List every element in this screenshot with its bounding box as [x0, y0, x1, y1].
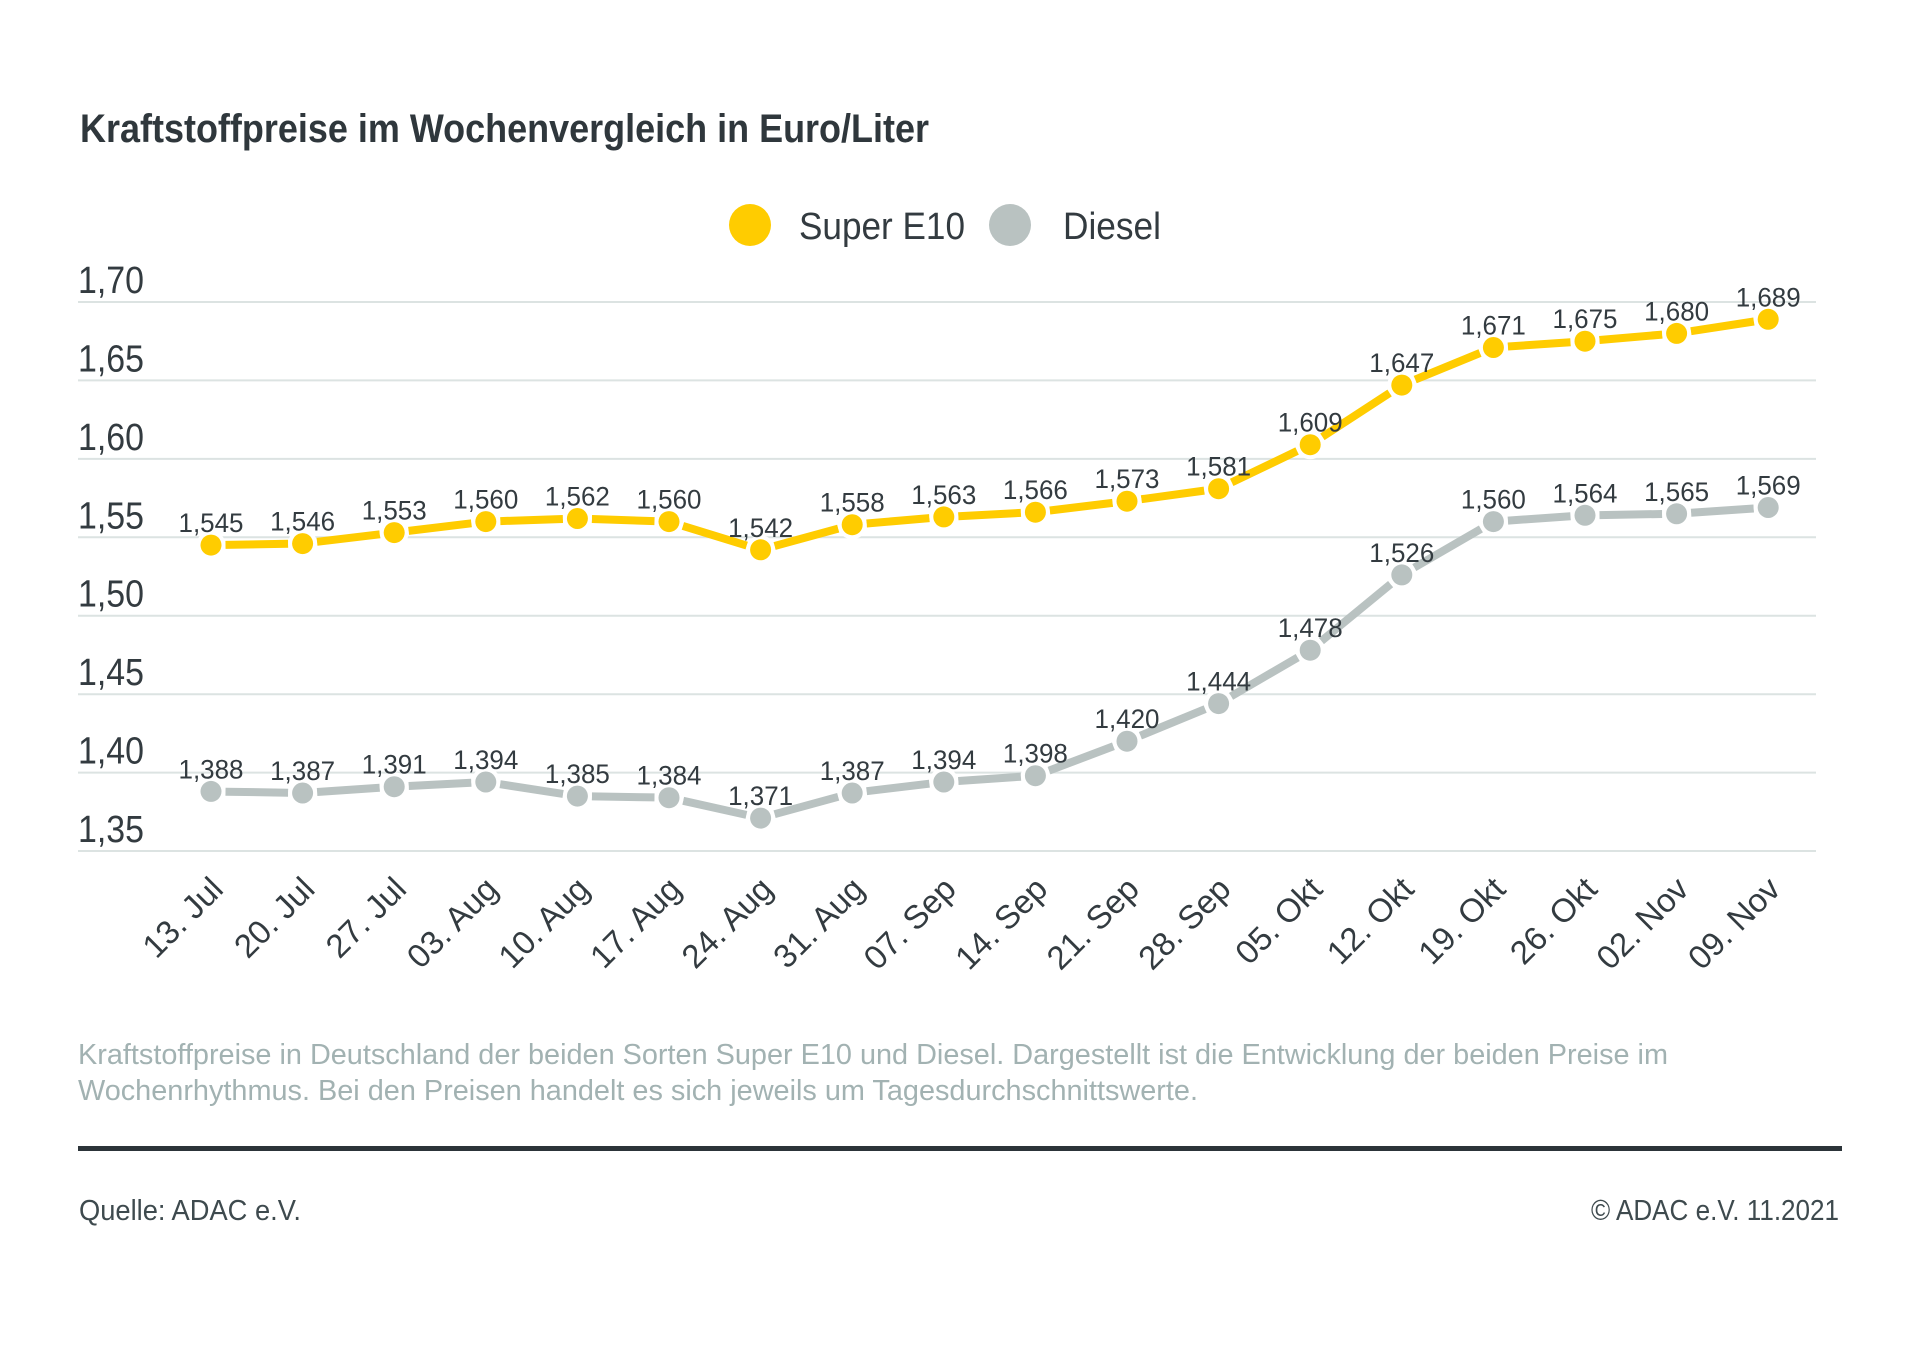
svg-text:1,558: 1,558 — [820, 488, 885, 518]
svg-text:Diesel: Diesel — [1063, 206, 1161, 248]
svg-text:Kraftstoffpreise im Wochenverg: Kraftstoffpreise im Wochenvergleich in E… — [80, 107, 929, 151]
svg-text:1,50: 1,50 — [78, 574, 144, 616]
svg-text:Kraftstoffpreise in Deutschlan: Kraftstoffpreise in Deutschland der beid… — [78, 1039, 1668, 1071]
svg-text:1,420: 1,420 — [1095, 704, 1160, 734]
svg-text:1,394: 1,394 — [453, 745, 518, 775]
svg-text:1,387: 1,387 — [270, 756, 335, 786]
svg-text:1,569: 1,569 — [1736, 471, 1801, 501]
svg-text:1,478: 1,478 — [1278, 613, 1343, 643]
svg-text:Super E10: Super E10 — [799, 206, 965, 248]
svg-text:1,565: 1,565 — [1644, 477, 1709, 507]
svg-text:1,371: 1,371 — [728, 781, 793, 811]
svg-text:1,385: 1,385 — [545, 759, 610, 789]
svg-text:1,563: 1,563 — [911, 480, 976, 510]
svg-text:1,609: 1,609 — [1278, 408, 1343, 438]
svg-text:1,560: 1,560 — [453, 485, 518, 515]
svg-text:1,560: 1,560 — [637, 485, 702, 515]
svg-text:1,388: 1,388 — [179, 754, 244, 784]
svg-text:1,564: 1,564 — [1553, 478, 1618, 508]
svg-text:1,647: 1,647 — [1369, 348, 1434, 378]
svg-text:1,680: 1,680 — [1644, 296, 1709, 326]
svg-text:1,384: 1,384 — [637, 761, 702, 791]
svg-text:1,689: 1,689 — [1736, 282, 1801, 312]
svg-text:1,55: 1,55 — [78, 495, 144, 537]
svg-text:1,444: 1,444 — [1186, 667, 1251, 697]
svg-text:1,581: 1,581 — [1186, 452, 1251, 482]
svg-text:1,562: 1,562 — [545, 482, 610, 512]
svg-text:Wochenrhythmus. Bei den Preise: Wochenrhythmus. Bei den Preisen handelt … — [78, 1075, 1198, 1107]
svg-text:1,45: 1,45 — [78, 652, 144, 694]
svg-text:1,545: 1,545 — [179, 508, 244, 538]
svg-text:1,35: 1,35 — [78, 809, 144, 851]
svg-text:© ADAC e.V. 11.2021: © ADAC e.V. 11.2021 — [1591, 1195, 1839, 1227]
svg-text:1,60: 1,60 — [78, 417, 144, 459]
svg-text:1,560: 1,560 — [1461, 485, 1526, 515]
svg-text:1,398: 1,398 — [1003, 739, 1068, 769]
svg-text:1,542: 1,542 — [728, 513, 793, 543]
svg-text:1,70: 1,70 — [78, 260, 144, 302]
svg-text:1,573: 1,573 — [1095, 464, 1160, 494]
svg-text:1,394: 1,394 — [911, 745, 976, 775]
svg-text:1,675: 1,675 — [1553, 304, 1618, 334]
svg-text:1,391: 1,391 — [362, 750, 427, 780]
svg-text:1,566: 1,566 — [1003, 475, 1068, 505]
svg-text:1,526: 1,526 — [1369, 538, 1434, 568]
svg-text:1,40: 1,40 — [78, 731, 144, 773]
svg-text:1,546: 1,546 — [270, 507, 335, 537]
svg-text:1,387: 1,387 — [820, 756, 885, 786]
svg-text:1,553: 1,553 — [362, 496, 427, 526]
svg-text:1,671: 1,671 — [1461, 311, 1526, 341]
svg-text:1,65: 1,65 — [78, 338, 144, 380]
svg-text:Quelle: ADAC e.V.: Quelle: ADAC e.V. — [79, 1195, 301, 1227]
